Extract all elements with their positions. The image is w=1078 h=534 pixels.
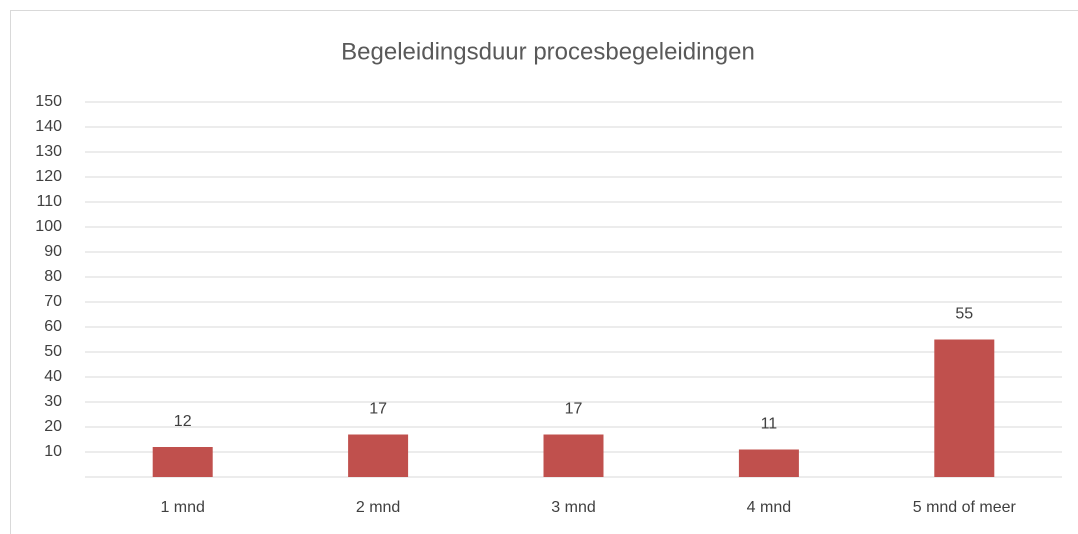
y-tick-label: 90 [44,243,62,260]
y-tick-label: 130 [35,143,62,160]
y-tick-label: 120 [35,168,62,185]
data-label: 17 [565,401,583,418]
data-label: 55 [955,306,973,323]
y-tick-label: 80 [44,268,62,285]
y-tick-label: 60 [44,318,62,335]
y-tick-label: 100 [35,218,62,235]
chart-border [10,10,1078,534]
x-tick-label: 3 mnd [551,499,595,516]
x-tick-label: 5 mnd of meer [913,499,1017,516]
bar [543,434,604,477]
data-label: 11 [761,416,778,433]
data-label: 12 [174,413,192,430]
data-label: 17 [369,401,387,418]
y-tick-label: 140 [35,118,62,135]
y-tick-label: 110 [36,193,62,210]
chart-title: Begeleidingsduur procesbegeleidingen [341,38,755,65]
y-tick-label: 150 [35,93,62,110]
y-tick-label: 30 [44,393,62,410]
x-tick-label: 2 mnd [356,499,400,516]
x-tick-label: 1 mnd [160,499,204,516]
bar [738,449,799,477]
y-tick-label: 40 [44,368,62,385]
bar [348,434,409,477]
bar [934,339,995,477]
y-tick-label: 20 [44,418,62,435]
x-tick-label: 4 mnd [747,499,791,516]
y-tick-label: 70 [44,293,62,310]
y-tick-label: 10 [44,443,62,460]
y-tick-label: 50 [44,343,62,360]
bar [152,447,213,477]
